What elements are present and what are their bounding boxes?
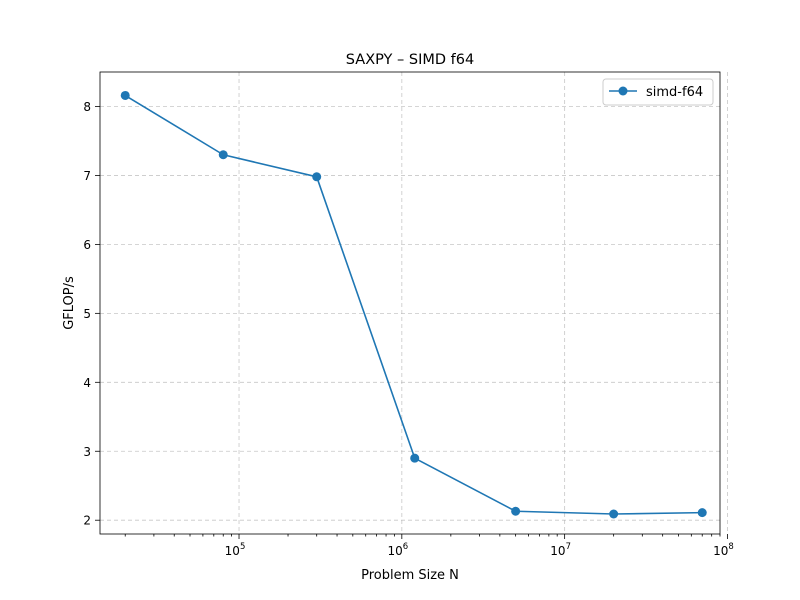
data-point: [219, 150, 228, 159]
y-tick-label: 4: [83, 376, 91, 390]
y-axis-label: GFLOP/s: [62, 276, 77, 330]
data-point: [410, 454, 419, 463]
x-tick-exponent: 6: [403, 542, 408, 552]
legend-label: simd-f64: [646, 85, 703, 100]
y-tick-label: 7: [83, 169, 91, 183]
data-point: [121, 91, 130, 100]
y-tick-label: 5: [83, 307, 91, 321]
legend: simd-f64: [603, 79, 713, 105]
x-axis-label: Problem Size N: [361, 568, 459, 583]
x-tick-exponent: 8: [728, 542, 733, 552]
data-point: [511, 507, 520, 516]
y-tick-label: 6: [83, 238, 91, 252]
y-tick-label: 2: [83, 514, 91, 528]
x-tick-exponent: 7: [566, 542, 571, 552]
data-point: [698, 508, 707, 517]
x-tick-exponent: 5: [240, 542, 245, 552]
chart-title: SAXPY – SIMD f64: [346, 52, 474, 68]
data-point: [312, 172, 321, 181]
legend-marker-swatch: [619, 87, 628, 96]
y-tick-label: 8: [83, 100, 91, 114]
y-tick-label: 3: [83, 445, 91, 459]
data-point: [609, 510, 618, 519]
